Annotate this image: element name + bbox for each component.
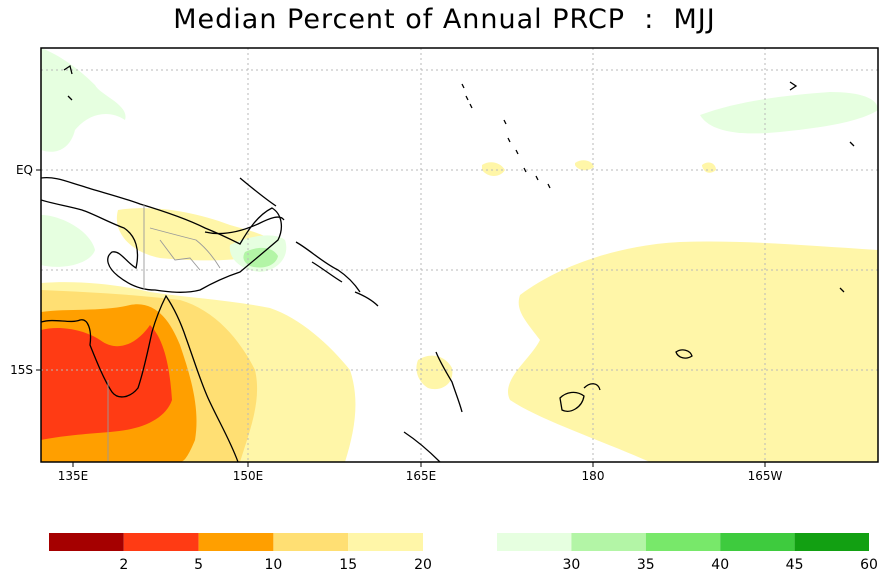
legend-label: 30: [562, 557, 580, 573]
legend-label: 35: [637, 557, 655, 573]
legend-swatch: [273, 533, 349, 551]
coastlines: [41, 64, 855, 462]
y-axis: EQ 15S: [10, 163, 41, 377]
legend-swatch: [198, 533, 274, 551]
x-tick-label: 165W: [748, 469, 783, 483]
admin-boundaries: [107, 204, 221, 462]
x-tick-label: 150E: [233, 469, 264, 483]
map-frame: [40, 47, 879, 463]
precip-field: [41, 48, 878, 462]
legend-swatch: [123, 533, 199, 551]
legend-swatch: [348, 533, 423, 551]
legend-label: 15: [339, 557, 357, 573]
legend-label: 60: [860, 557, 878, 573]
legend-swatch: [49, 533, 124, 551]
legend-swatch: [794, 533, 869, 551]
y-tick-label: EQ: [16, 163, 33, 177]
legend-swatch: [720, 533, 795, 551]
x-axis: 135E 150E 165E 180 165W: [58, 462, 783, 483]
legend-label: 40: [711, 557, 729, 573]
x-tick-label: 180: [582, 469, 605, 483]
y-tick-label: 15S: [10, 363, 33, 377]
legend-label: 10: [264, 557, 282, 573]
colorbar-legend: 2 5 10 15 20 30 35 40 45 60: [49, 533, 878, 573]
legend-label: 2: [119, 557, 128, 573]
legend-swatch: [571, 533, 646, 551]
legend-wet: 30 35 40 45 60: [497, 533, 878, 573]
x-tick-label: 135E: [58, 469, 89, 483]
legend-label: 20: [414, 557, 432, 573]
legend-swatch: [497, 533, 572, 551]
map-title: Median Percent of Annual PRCP : MJJ: [173, 4, 716, 35]
legend-swatch: [645, 533, 721, 551]
legend-label: 45: [786, 557, 804, 573]
legend-dry: 2 5 10 15 20: [49, 533, 432, 573]
x-tick-label: 165E: [406, 469, 437, 483]
grid-lines: [41, 48, 878, 462]
legend-label: 5: [194, 557, 203, 573]
